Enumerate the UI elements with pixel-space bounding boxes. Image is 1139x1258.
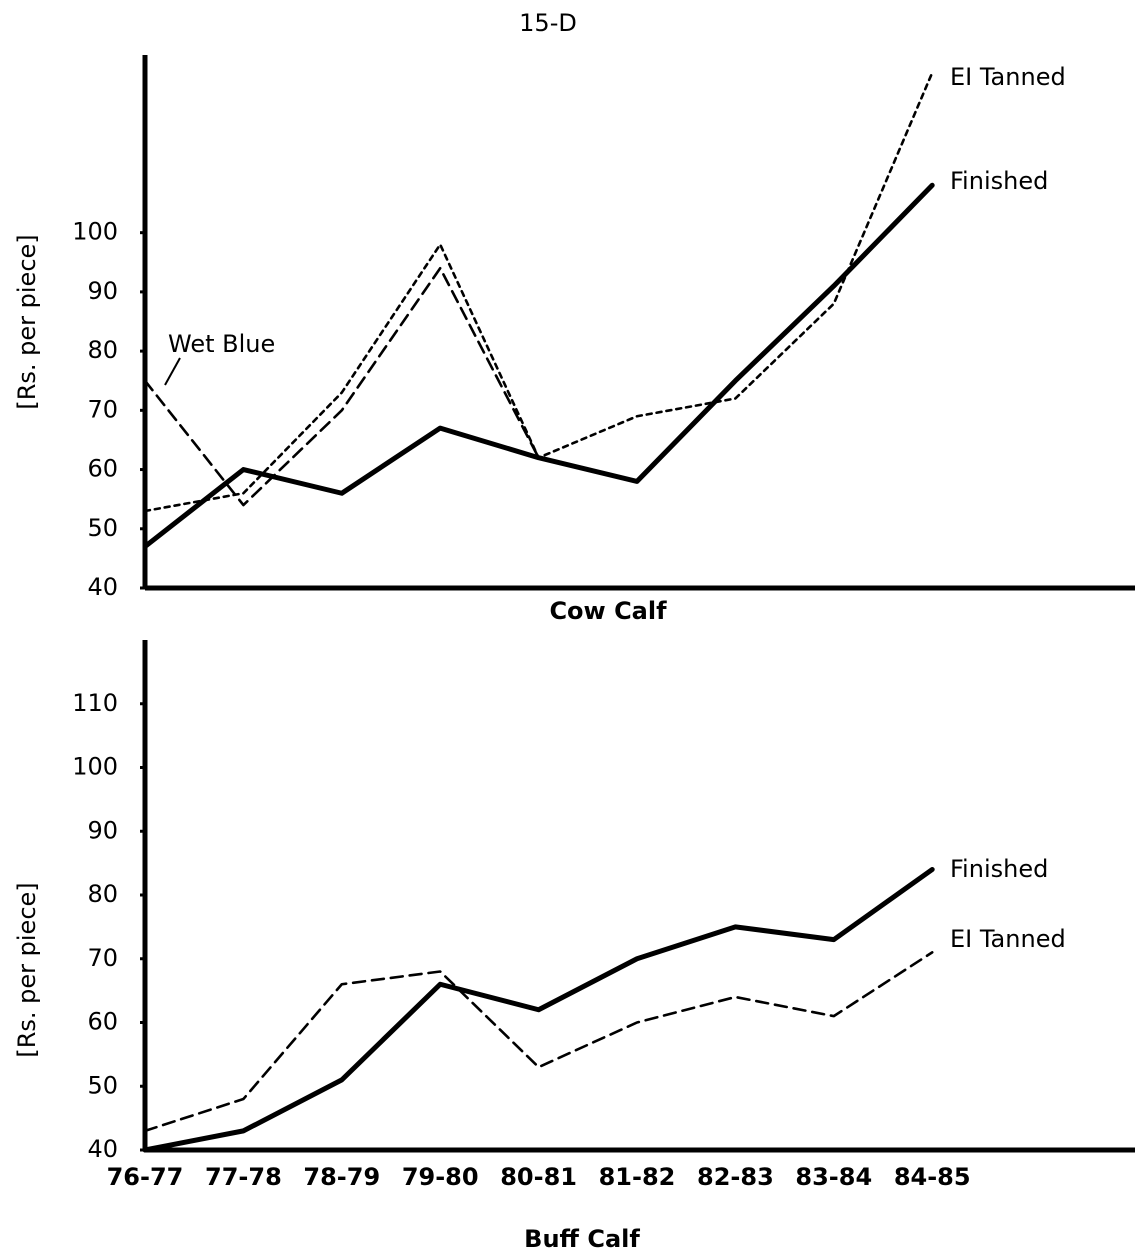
x-tick-label: 80-81	[500, 1163, 577, 1191]
y-tick-label: 90	[87, 277, 118, 305]
series-label: EI Tanned	[950, 63, 1066, 91]
series-line	[142, 182, 935, 550]
page-title: 15-D	[519, 9, 577, 37]
panel-title: Buff Calf	[524, 1225, 640, 1253]
y-tick-label: 80	[87, 336, 118, 364]
y-tick-label: 70	[87, 395, 118, 423]
x-tick-label: 81-82	[599, 1163, 676, 1191]
y-tick-label: 70	[87, 944, 118, 972]
series-label: EI Tanned	[950, 925, 1066, 953]
series-label: Finished	[950, 167, 1048, 195]
x-tick-label: 83-84	[795, 1163, 872, 1191]
x-tick-label: 76-77	[107, 1163, 184, 1191]
series-line	[143, 951, 934, 1133]
y-axis-label: [Rs. per piece]	[13, 882, 41, 1057]
y-axis-label: [Rs. per piece]	[13, 234, 41, 409]
label-leader	[164, 357, 181, 386]
series-label: Finished	[950, 855, 1048, 883]
series-label: Wet Blue	[168, 330, 275, 358]
series-line	[143, 71, 934, 513]
x-tick-label: 78-79	[303, 1163, 380, 1191]
y-tick-label: 50	[87, 514, 118, 542]
series-line	[143, 266, 540, 507]
y-tick-label: 100	[72, 218, 118, 246]
x-tick-label: 77-78	[205, 1163, 282, 1191]
panel-title: Cow Calf	[549, 597, 667, 625]
y-tick-label: 60	[87, 1008, 118, 1036]
x-tick-label: 79-80	[402, 1163, 479, 1191]
y-tick-label: 110	[72, 689, 118, 717]
y-tick-label: 90	[87, 816, 118, 844]
y-tick-label: 40	[87, 573, 118, 601]
series-line	[142, 867, 935, 1153]
y-tick-label: 50	[87, 1071, 118, 1099]
y-tick-label: 60	[87, 455, 118, 483]
x-tick-label: 84-85	[894, 1163, 971, 1191]
x-tick-label: 82-83	[697, 1163, 774, 1191]
y-tick-label: 80	[87, 880, 118, 908]
y-tick-label: 100	[72, 753, 118, 781]
y-tick-label: 40	[87, 1135, 118, 1163]
